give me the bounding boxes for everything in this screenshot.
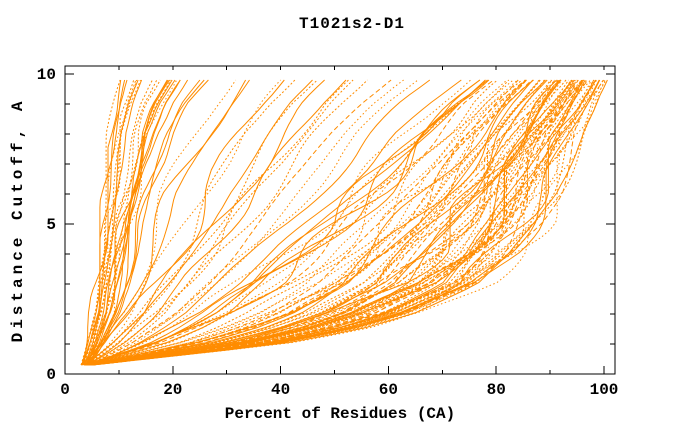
model-curve — [82, 79, 143, 366]
model-curve — [92, 79, 597, 366]
model-curve — [88, 79, 404, 366]
axes: 0 20 40 60 80 100 0 5 10 — [37, 65, 619, 399]
model-curve — [83, 79, 285, 366]
model-curve — [90, 79, 597, 366]
model-curve — [86, 79, 551, 366]
model-curve — [91, 79, 605, 366]
model-curve — [90, 79, 595, 366]
model-curve — [87, 79, 201, 366]
model-curve — [90, 79, 573, 366]
x-tick-label: 0 — [60, 381, 70, 399]
model-curve — [81, 79, 128, 366]
x-tick-label: 20 — [163, 381, 182, 399]
y-tick-label: 5 — [46, 216, 56, 234]
model-curve — [86, 79, 325, 366]
model-curve — [92, 79, 606, 366]
model-curve — [90, 79, 570, 366]
model-curve — [90, 79, 560, 366]
model-curve — [81, 79, 126, 366]
model-curve — [84, 79, 488, 366]
model-curve — [91, 79, 576, 366]
model-curve — [84, 79, 281, 366]
model-curve — [90, 79, 553, 366]
model-curve — [88, 79, 567, 366]
x-axis-label: Percent of Residues (CA) — [225, 405, 455, 423]
model-curve — [89, 79, 562, 366]
model-curve — [91, 79, 583, 366]
model-curve — [87, 79, 526, 366]
y-tick-label: 10 — [37, 66, 56, 84]
x-tick-label: 100 — [590, 381, 619, 399]
model-curve — [89, 79, 541, 366]
model-curve — [83, 79, 158, 366]
x-tick-label: 60 — [379, 381, 398, 399]
model-curve — [92, 79, 592, 366]
model-curve — [80, 79, 121, 366]
model-curve — [86, 79, 354, 366]
y-tick-label: 0 — [46, 366, 56, 384]
model-curve — [85, 79, 181, 366]
model-curve — [90, 79, 596, 366]
model-curve — [89, 79, 591, 366]
model-curve — [91, 79, 595, 366]
model-curve — [80, 79, 135, 366]
model-curve — [89, 79, 584, 366]
model-curve — [82, 79, 139, 366]
model-curve — [91, 79, 462, 366]
model-curve — [81, 79, 250, 366]
y-axis-label: Distance Cutoff, A — [9, 98, 27, 343]
model-curve — [81, 79, 122, 366]
model-curve — [85, 79, 349, 366]
model-curve — [91, 79, 431, 366]
model-curve — [85, 79, 481, 366]
model-curve — [81, 79, 247, 366]
model-curve — [85, 79, 472, 366]
model-curve — [90, 79, 572, 366]
model-curve — [86, 79, 189, 366]
model-curve — [87, 79, 548, 366]
model-curve — [85, 79, 318, 366]
model-curve — [92, 79, 597, 366]
model-curve — [90, 79, 595, 366]
model-curve — [86, 79, 347, 366]
model-curve — [84, 79, 490, 366]
model-curve — [89, 79, 583, 366]
x-tick-label: 80 — [487, 381, 506, 399]
model-curve — [86, 79, 508, 366]
model-curves — [80, 79, 608, 366]
model-curve — [85, 79, 494, 366]
model-curve — [89, 79, 559, 366]
model-curve — [84, 79, 514, 366]
model-curve — [88, 79, 209, 366]
model-curve — [87, 79, 510, 366]
model-curve — [84, 79, 313, 366]
model-curve — [90, 79, 560, 366]
model-curve — [85, 79, 168, 366]
model-curve — [87, 79, 498, 366]
model-curve — [86, 79, 481, 366]
plot-frame — [64, 65, 616, 375]
model-curve — [84, 79, 172, 366]
model-curve — [85, 79, 518, 366]
model-curve — [86, 79, 486, 366]
model-curve — [87, 79, 534, 366]
x-tick-label: 40 — [271, 381, 290, 399]
model-curve — [85, 79, 490, 366]
model-curve — [87, 79, 563, 366]
model-curve — [91, 79, 574, 366]
model-curve — [85, 79, 178, 366]
model-curve — [90, 79, 588, 366]
model-curve — [87, 79, 205, 366]
model-curve — [90, 79, 419, 366]
model-curve — [83, 79, 153, 366]
model-curve — [88, 79, 534, 366]
model-curve — [87, 79, 523, 366]
chart-title: T1021s2-D1 — [299, 15, 405, 33]
model-curve — [89, 79, 392, 366]
